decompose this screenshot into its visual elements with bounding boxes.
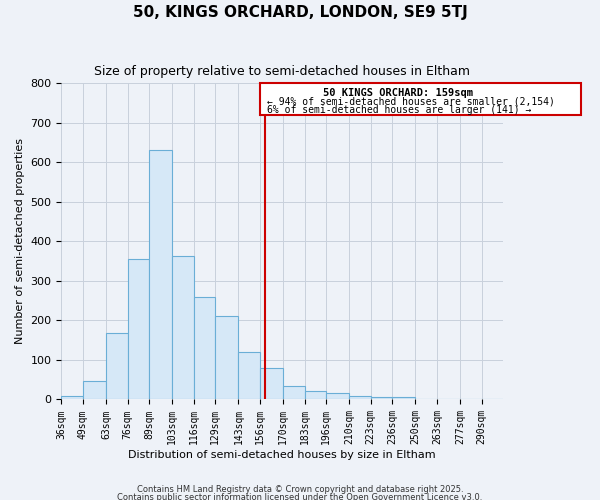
Bar: [305, 391, 326, 400]
Bar: [392, 398, 415, 400]
Bar: [326, 393, 349, 400]
Y-axis label: Number of semi-detached properties: Number of semi-detached properties: [15, 138, 25, 344]
Bar: [283, 386, 305, 400]
Bar: [128, 259, 149, 400]
Bar: [349, 396, 371, 400]
FancyBboxPatch shape: [260, 84, 581, 115]
Bar: [149, 150, 172, 400]
Bar: [238, 352, 260, 400]
Title: Size of property relative to semi-detached houses in Eltham: Size of property relative to semi-detach…: [94, 65, 470, 78]
Bar: [415, 398, 437, 400]
Bar: [371, 396, 392, 400]
Text: 50 KINGS ORCHARD: 159sqm: 50 KINGS ORCHARD: 159sqm: [323, 88, 473, 98]
Text: Contains HM Land Registry data © Crown copyright and database right 2025.: Contains HM Land Registry data © Crown c…: [137, 486, 463, 494]
Bar: [106, 334, 128, 400]
Text: 6% of semi-detached houses are larger (141) →: 6% of semi-detached houses are larger (1…: [266, 104, 531, 115]
Bar: [215, 316, 238, 400]
Bar: [260, 368, 283, 400]
Bar: [482, 398, 503, 400]
Text: 50, KINGS ORCHARD, LONDON, SE9 5TJ: 50, KINGS ORCHARD, LONDON, SE9 5TJ: [133, 5, 467, 20]
Bar: [61, 396, 83, 400]
Bar: [172, 256, 194, 400]
Bar: [83, 380, 106, 400]
X-axis label: Distribution of semi-detached houses by size in Eltham: Distribution of semi-detached houses by …: [128, 450, 436, 460]
Text: Contains public sector information licensed under the Open Government Licence v3: Contains public sector information licen…: [118, 492, 482, 500]
Text: ← 94% of semi-detached houses are smaller (2,154): ← 94% of semi-detached houses are smalle…: [266, 97, 554, 107]
Bar: [194, 296, 215, 400]
